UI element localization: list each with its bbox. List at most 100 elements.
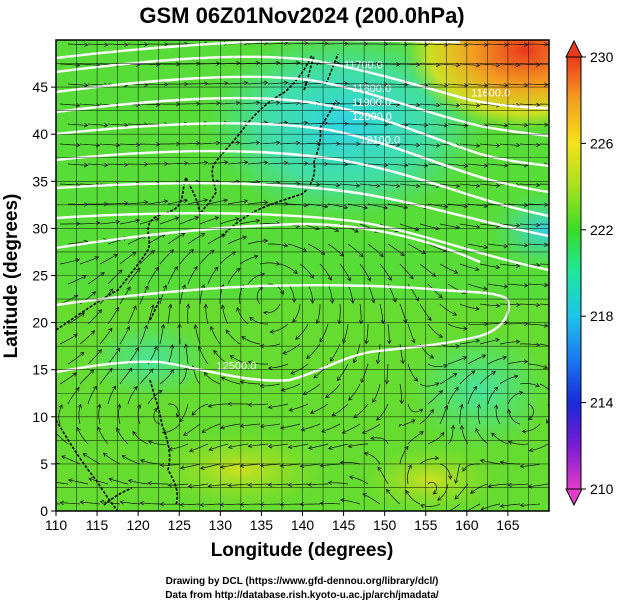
wind-arrowhead [79, 351, 85, 357]
wind-arrowhead [523, 202, 529, 208]
streamline [388, 43, 408, 45]
wind-arrowhead [307, 445, 313, 450]
streamline [307, 122, 328, 125]
streamline [240, 381, 261, 385]
streamline [348, 383, 361, 401]
streamline [67, 352, 85, 365]
streamline [185, 344, 189, 365]
streamline [183, 423, 201, 436]
grid-lines [56, 40, 549, 511]
streamline [307, 243, 325, 255]
streamline [68, 479, 89, 485]
streamline [279, 142, 300, 145]
streamline [419, 103, 440, 106]
wind-arrowhead [135, 346, 139, 352]
streamline [342, 323, 349, 344]
coastline-borneo [103, 487, 133, 506]
colorbar-tick-label: 218 [590, 308, 614, 324]
streamline [519, 223, 540, 226]
streamline [527, 123, 548, 126]
streamline [87, 386, 97, 405]
wind-arrowhead [221, 233, 226, 238]
wind-arrowhead [353, 358, 358, 364]
wind-arrowhead [204, 81, 209, 86]
streamline [527, 403, 534, 420]
contour-label: 11800.0 [352, 83, 391, 95]
streamline [219, 218, 240, 225]
wind-arrowhead [79, 500, 85, 505]
streamline [179, 403, 189, 423]
streamline [339, 263, 351, 281]
wind-arrowhead [191, 411, 197, 416]
height-contours [56, 40, 549, 382]
wind-arrowhead [176, 141, 181, 147]
streamline [199, 216, 219, 225]
wind-arrowhead [108, 288, 114, 293]
streamline [225, 329, 241, 345]
streamline [459, 404, 463, 425]
wind-arrowhead [470, 489, 475, 494]
wind-arrowhead [556, 62, 560, 66]
streamline [475, 428, 489, 445]
wind-arrowhead [363, 205, 369, 210]
streamline [539, 183, 549, 185]
streamline [399, 445, 409, 465]
wind-arrowhead [183, 431, 188, 436]
streamline [168, 483, 189, 486]
wind-arrowhead [413, 377, 419, 382]
streamline [316, 304, 321, 324]
streamline [487, 243, 508, 247]
wind-arrowhead [434, 455, 440, 461]
wind-arrowhead [203, 303, 209, 309]
wind-arrowhead [147, 481, 153, 486]
streamline [219, 251, 236, 265]
wind-arrowhead [164, 161, 169, 166]
streamline [308, 483, 328, 486]
wind-arrowhead [375, 359, 381, 365]
wind-arrowhead [76, 426, 81, 432]
wind-arrowhead [259, 423, 265, 429]
credit-drawing: Drawing by DCL (https://www.gfd-dennou.o… [166, 576, 439, 587]
streamline [147, 83, 168, 85]
wind-arrowhead [409, 274, 414, 280]
wind-arrowhead [239, 380, 245, 385]
wind-arrowhead [214, 266, 219, 271]
wind-arrowhead [83, 162, 89, 168]
streamline [279, 263, 298, 274]
wind-arrowhead [353, 414, 358, 419]
contour-label: 12000.0 [352, 111, 392, 123]
streamline [520, 503, 541, 506]
wind-arrowhead [376, 61, 381, 67]
wind-arrowhead [255, 218, 261, 224]
coastline-manchuria [213, 54, 313, 165]
wind-arrowhead [302, 247, 308, 252]
wind-arrowhead [223, 160, 229, 165]
streamline [427, 43, 448, 46]
streamline [248, 443, 269, 447]
streamline [362, 493, 381, 505]
wind-arrowhead [241, 336, 246, 341]
wind-arrowhead [220, 376, 226, 381]
wind-arrowhead [470, 370, 476, 375]
streamline [187, 162, 208, 165]
y-tick-label: 20 [32, 315, 48, 331]
streamline [147, 390, 163, 405]
streamline [260, 423, 281, 427]
streamline [220, 423, 241, 429]
wind-arrowhead [283, 80, 289, 86]
streamline [367, 243, 384, 257]
streamline [79, 222, 100, 225]
streamline [280, 503, 301, 505]
wind-arrowhead [493, 404, 499, 409]
wind-arrowhead [136, 142, 141, 148]
wind-arrowhead [188, 448, 194, 453]
wind-arrowhead [275, 261, 281, 266]
wind-arrowhead [484, 42, 489, 48]
streamline [386, 489, 401, 505]
wind-arrowhead [499, 503, 505, 508]
streamline [188, 483, 209, 487]
wind-arrowhead [493, 386, 499, 391]
streamline [379, 263, 392, 281]
streamline [167, 304, 172, 325]
wind-arrowhead [418, 408, 424, 413]
